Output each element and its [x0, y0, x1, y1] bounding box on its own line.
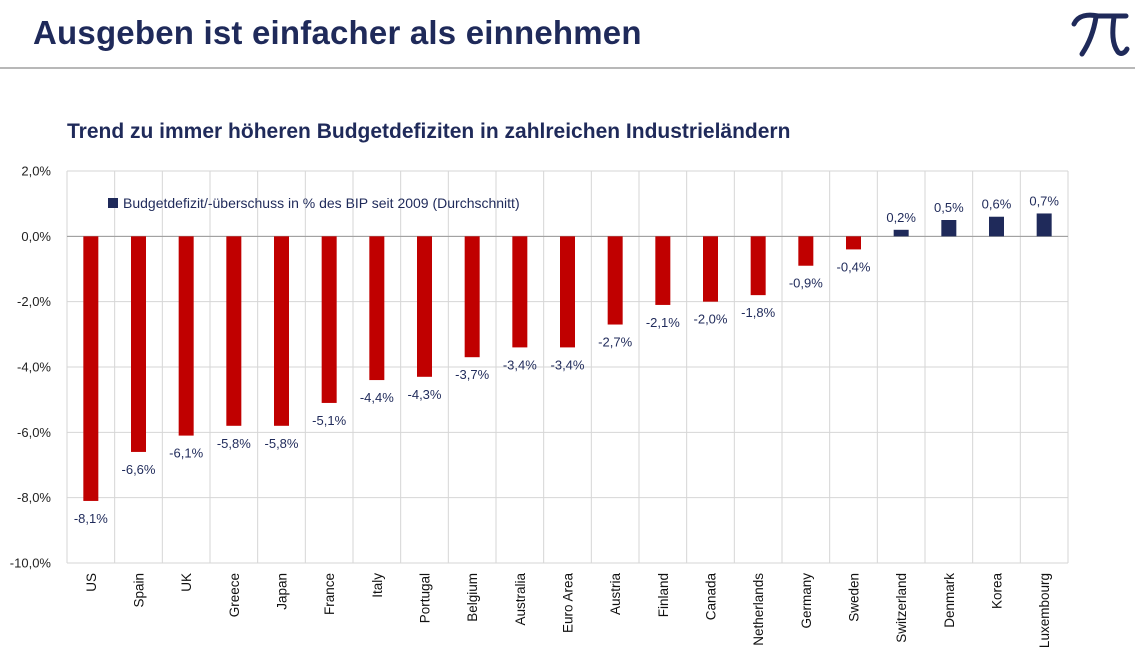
- data-label: 0,7%: [1029, 193, 1059, 208]
- bar-denmark: [941, 220, 957, 237]
- category-label: Portugal: [418, 573, 433, 623]
- data-label: -1,8%: [741, 305, 775, 320]
- category-label: France: [322, 573, 337, 615]
- data-label: -2,1%: [646, 315, 680, 330]
- category-label: Austria: [608, 573, 623, 616]
- data-label: -5,8%: [265, 436, 299, 451]
- data-label: -3,7%: [455, 367, 489, 382]
- data-label: -0,4%: [837, 259, 871, 274]
- bar-finland: [655, 236, 671, 305]
- category-label: Japan: [275, 573, 290, 610]
- category-label: US: [84, 573, 99, 592]
- page-title: Ausgeben ist einfacher als einnehmen: [33, 14, 642, 51]
- data-label: 0,6%: [982, 197, 1012, 212]
- category-label: Netherlands: [751, 573, 766, 646]
- bar-spain: [131, 236, 146, 452]
- category-label: Luxembourg: [1037, 573, 1052, 648]
- data-label: -2,7%: [598, 335, 632, 350]
- bar-germany: [798, 236, 814, 266]
- data-label: -4,4%: [360, 390, 394, 405]
- category-label: UK: [179, 573, 194, 592]
- bar-netherlands: [750, 236, 766, 296]
- bar-japan: [274, 236, 289, 426]
- category-label: Euro Area: [561, 573, 576, 634]
- bar-greece: [226, 236, 242, 426]
- legend-swatch: [108, 198, 118, 208]
- legend-label: Budgetdefizit/-überschuss in % des BIP s…: [123, 195, 520, 211]
- data-label: -3,4%: [503, 357, 537, 372]
- header-divider: [0, 67, 1135, 69]
- bar-portugal: [417, 236, 432, 377]
- category-label: Italy: [370, 573, 385, 598]
- bar-switzerland: [893, 229, 909, 237]
- data-label: -3,4%: [551, 357, 585, 372]
- bar-uk: [178, 236, 194, 436]
- bar-canada: [703, 236, 718, 302]
- category-label: Australia: [513, 573, 528, 626]
- bar-austria: [607, 236, 623, 325]
- y-tick-label: 0,0%: [21, 229, 51, 244]
- bar-australia: [512, 236, 528, 348]
- category-label: Korea: [990, 573, 1005, 610]
- y-tick-label: -10,0%: [10, 556, 52, 571]
- category-label: Sweden: [847, 573, 862, 622]
- category-label: Belgium: [465, 573, 480, 622]
- y-tick-label: 2,0%: [21, 164, 51, 179]
- category-label: Denmark: [942, 573, 957, 628]
- data-label: -0,9%: [789, 276, 823, 291]
- category-label: Greece: [227, 573, 242, 617]
- category-label: Switzerland: [894, 573, 909, 643]
- bar-sweden: [846, 236, 861, 250]
- y-tick-label: -2,0%: [17, 294, 51, 309]
- bar-euro-area: [560, 236, 575, 348]
- category-label: Germany: [799, 573, 814, 629]
- bar-italy: [369, 236, 385, 381]
- y-tick-label: -6,0%: [17, 425, 51, 440]
- data-label: -6,6%: [122, 462, 156, 477]
- bar-korea: [989, 216, 1004, 237]
- data-label: -2,0%: [694, 312, 728, 327]
- data-label: -4,3%: [408, 387, 442, 402]
- data-label: -5,8%: [217, 436, 251, 451]
- data-label: -5,1%: [312, 413, 346, 428]
- bar-luxembourg: [1036, 213, 1052, 237]
- y-tick-label: -8,0%: [17, 490, 51, 505]
- chart-title: Trend zu immer höheren Budgetdefiziten i…: [67, 120, 791, 143]
- pi-logo-icon: [1071, 12, 1130, 57]
- bar-us: [83, 236, 99, 501]
- bar-belgium: [464, 236, 480, 358]
- data-label: -6,1%: [169, 446, 203, 461]
- bar-france: [321, 236, 337, 403]
- category-label: Canada: [704, 573, 719, 621]
- y-tick-label: -4,0%: [17, 360, 51, 375]
- data-label: -8,1%: [74, 511, 108, 526]
- data-label: 0,5%: [934, 200, 964, 215]
- category-label: Finland: [656, 573, 671, 617]
- data-label: 0,2%: [886, 210, 916, 225]
- category-label: Spain: [132, 573, 147, 608]
